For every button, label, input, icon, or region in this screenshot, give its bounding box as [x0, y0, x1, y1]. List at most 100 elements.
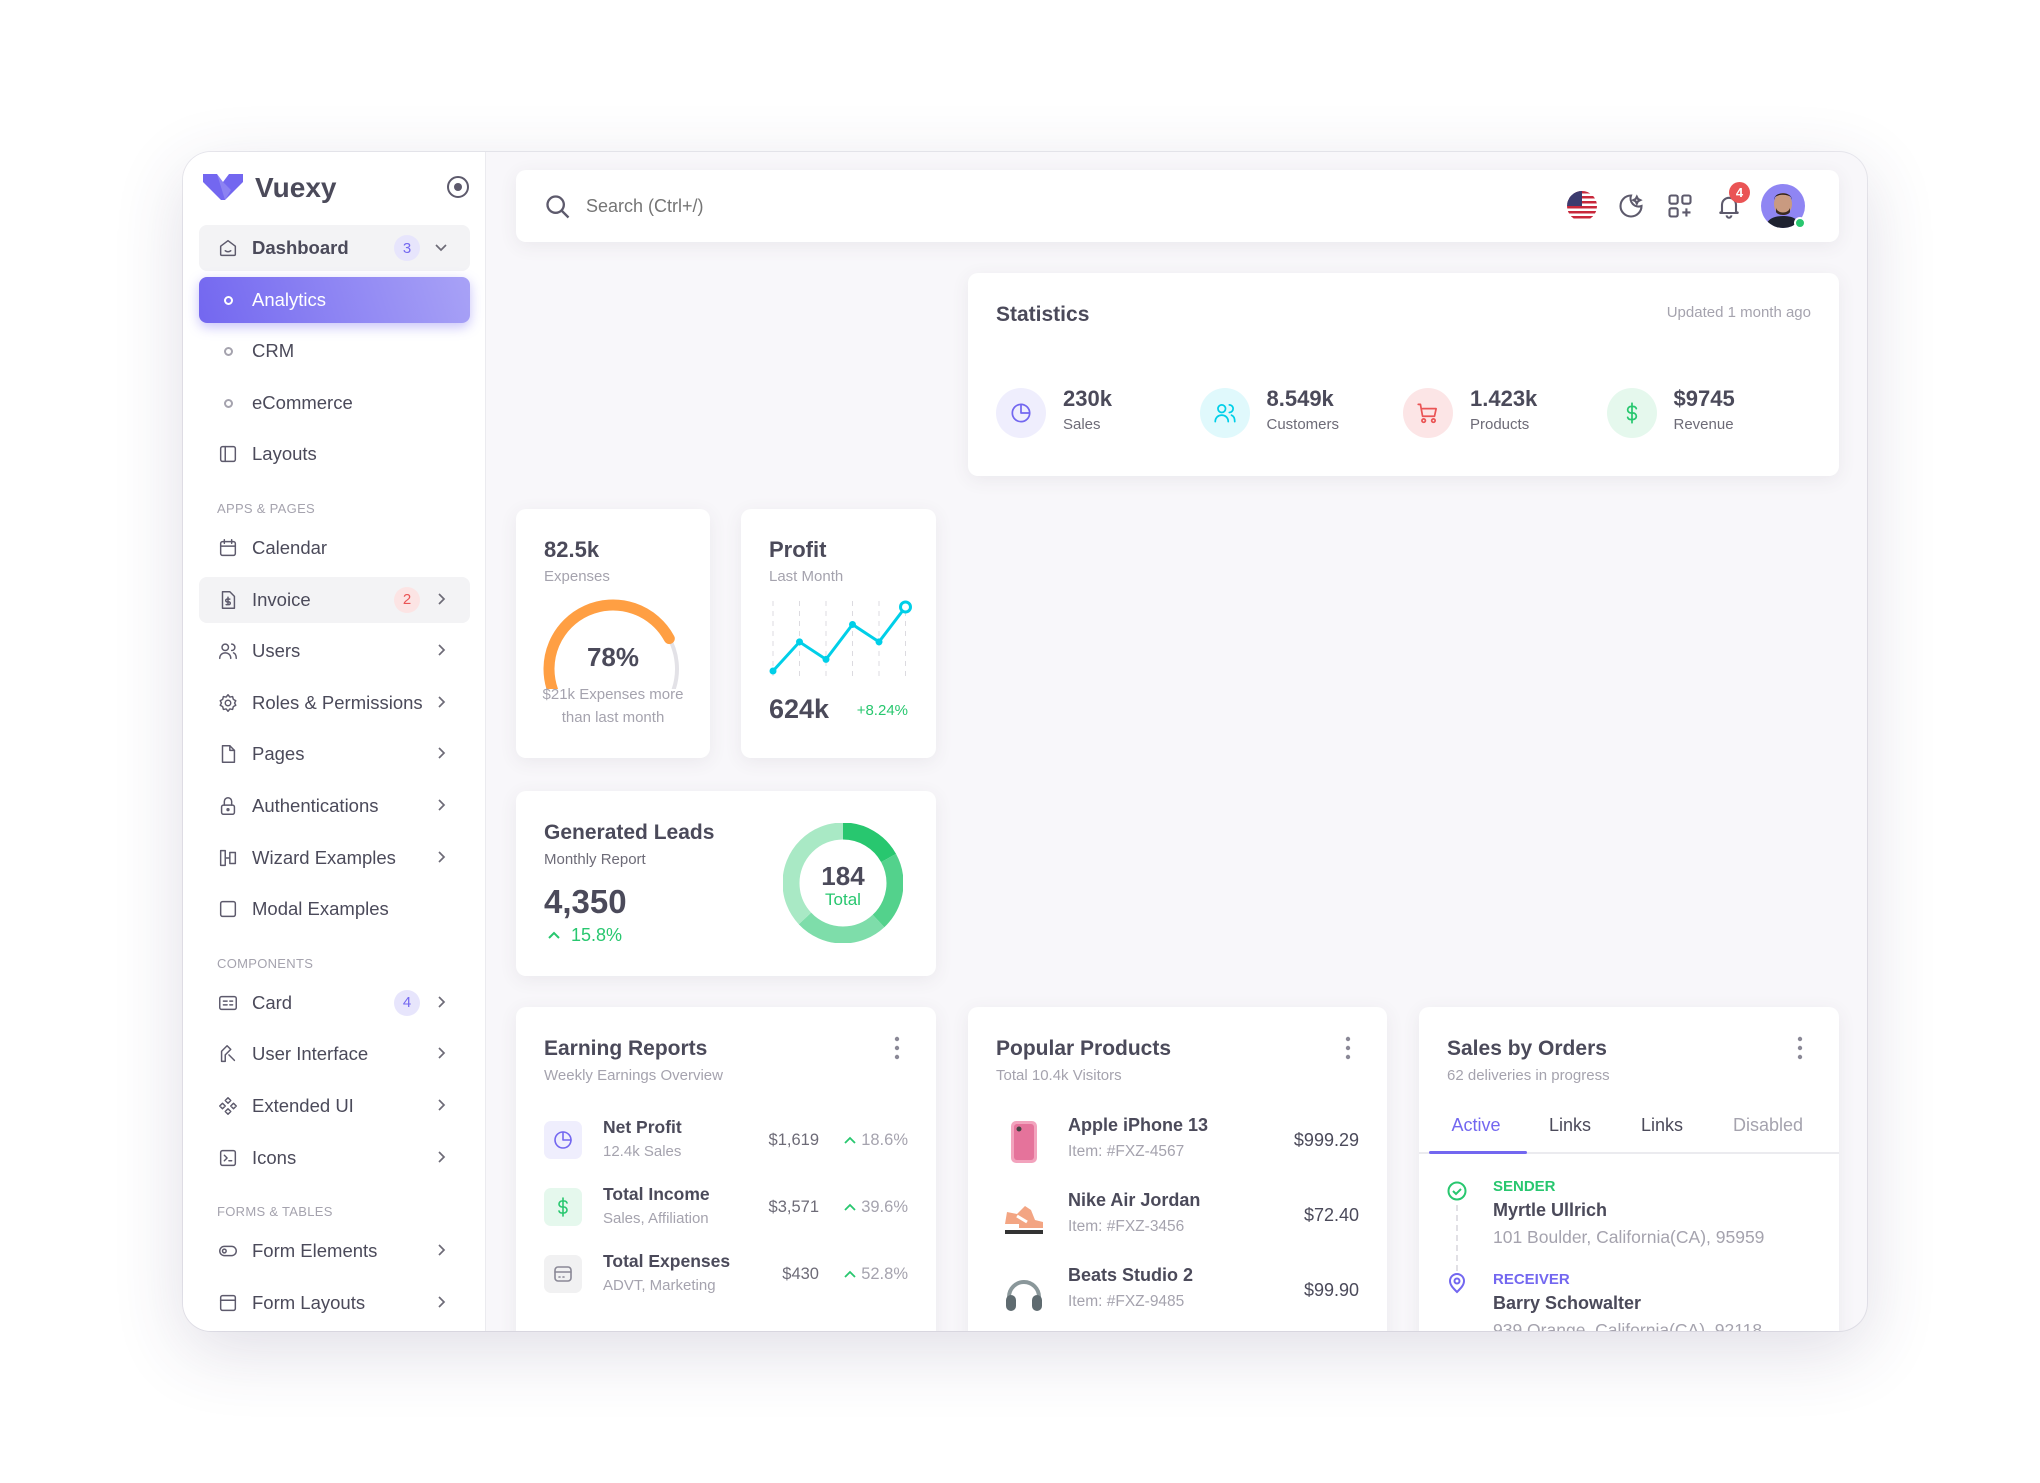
- profit-line-chart: [769, 600, 912, 677]
- stat-label: Products: [1470, 416, 1530, 433]
- sidebar-nav: Dashboard 3 Analytics CRM eCommerce Layouts AP…: [199, 225, 470, 1331]
- count-badge: 3: [394, 235, 420, 261]
- home-icon: [219, 239, 237, 257]
- earning-row-change: 52.8%: [861, 1265, 908, 1283]
- sidebar-item-wizard-examples[interactable]: Wizard Examples: [199, 835, 470, 881]
- sidebar-item-dashboard[interactable]: Dashboard 3: [199, 225, 470, 271]
- sidebar-item-pages[interactable]: Pages: [199, 731, 470, 777]
- moon-stars-icon[interactable]: [1617, 192, 1645, 220]
- us-flag-icon[interactable]: [1566, 190, 1598, 222]
- receiver-name: Barry Schowalter: [1493, 1293, 1642, 1313]
- sidebar-item-modal-examples[interactable]: Modal Examples: [199, 886, 470, 932]
- sidebar-item-label: Modal Examples: [252, 898, 389, 920]
- sidebar-pin-toggle-icon[interactable]: [447, 176, 469, 198]
- expenses-gauge: [543, 599, 679, 689]
- sidebar-item-invoice[interactable]: Invoice 2: [199, 576, 470, 623]
- tab-links-1[interactable]: Links: [1548, 1115, 1592, 1135]
- chevron-right-icon: [438, 1047, 446, 1059]
- stat-value: $9745: [1673, 386, 1735, 411]
- profit-point: [849, 620, 856, 628]
- vuexy-logo[interactable]: [203, 172, 243, 202]
- sidebar-item-user-interface[interactable]: User Interface: [199, 1031, 470, 1077]
- users-icon: [1213, 404, 1236, 423]
- stat-label: Revenue: [1673, 416, 1734, 433]
- sidebar-item-form-elements[interactable]: Form Elements: [199, 1228, 470, 1274]
- product-row[interactable]: Beats Studio 2 Item: #FXZ-9485 $99.90: [968, 1265, 1387, 1321]
- search-icon[interactable]: [544, 193, 572, 221]
- toggle-icon: [219, 1245, 237, 1257]
- expenses-value: 82.5k: [544, 537, 600, 562]
- shortcuts-grid-icon[interactable]: [1666, 192, 1694, 220]
- more-options-icon[interactable]: [894, 1036, 900, 1060]
- product-row[interactable]: Nike Air Jordan Item: #FXZ-3456 $72.40: [968, 1190, 1387, 1246]
- terminal-icon: [219, 1149, 237, 1166]
- donut-segment: [783, 823, 903, 943]
- profit-value: 624k: [769, 694, 830, 724]
- profit-line: [771, 606, 907, 673]
- sidebar-item-extended-ui[interactable]: Extended UI: [199, 1083, 470, 1129]
- count-badge: 4: [394, 989, 420, 1016]
- chevron-right-icon: [438, 1296, 446, 1308]
- tab-links-2[interactable]: Links: [1640, 1115, 1684, 1135]
- leads-title: Generated Leads: [544, 821, 715, 844]
- orders-title: Sales by Orders: [1447, 1037, 1607, 1060]
- calendar-icon: [219, 538, 237, 557]
- avatar-portrait-icon: [1765, 193, 1801, 228]
- sidebar-item-label: Invoice: [252, 588, 311, 610]
- sender-address: 101 Boulder, California(CA), 95959: [1493, 1227, 1765, 1247]
- sidebar-item-ecommerce[interactable]: eCommerce: [199, 380, 470, 426]
- components-icon: [219, 1096, 237, 1115]
- sidebar-item-users[interactable]: Users: [199, 628, 470, 674]
- pie-chart-icon: [554, 1131, 572, 1149]
- product-name: Apple iPhone 13: [1068, 1115, 1209, 1135]
- sidebar-item-label: Users: [252, 640, 301, 662]
- earning-row-change: 39.6%: [861, 1198, 908, 1216]
- timeline-connector: [1456, 1205, 1458, 1271]
- sidebar-item-card[interactable]: Card 4: [199, 980, 470, 1026]
- profit-card: Profit Last Month 624k +8.24%: [741, 509, 936, 758]
- square-icon: [219, 901, 237, 918]
- sidebar-item-authentications[interactable]: Authentications: [199, 783, 470, 829]
- profit-point: [899, 600, 912, 614]
- count-badge: 2: [394, 586, 420, 613]
- profit-point: [796, 638, 803, 646]
- sidebar-item-roles-permissions[interactable]: Roles & Permissions: [199, 680, 470, 726]
- earning-row-change: 18.6%: [861, 1131, 908, 1149]
- circle-bullet-icon: [224, 347, 233, 357]
- more-options-icon[interactable]: [1797, 1036, 1803, 1060]
- product-row[interactable]: Apple iPhone 13 Item: #FXZ-4567 $999.29: [968, 1115, 1387, 1171]
- chevron-right-icon: [438, 850, 446, 863]
- earning-row-sub: ADVT, Marketing: [603, 1277, 716, 1294]
- sidebar-item-analytics[interactable]: Analytics: [199, 276, 470, 323]
- chevron-right-icon: [438, 592, 446, 605]
- tab-active[interactable]: Active: [1451, 1115, 1501, 1135]
- section-header: COMPONENTS: [217, 955, 314, 971]
- earning-title: Earning Reports: [544, 1037, 708, 1060]
- sidebar-item-layouts[interactable]: Layouts: [199, 431, 470, 477]
- shopping-cart-icon: [1417, 403, 1437, 424]
- stat-value: 8.549k: [1266, 386, 1334, 411]
- sidebar-item-label: Icons: [252, 1146, 297, 1168]
- stat-value: 1.423k: [1470, 386, 1538, 411]
- profit-subtitle: Last Month: [769, 568, 844, 585]
- chevron-up-icon: [844, 1136, 856, 1144]
- popular-subtitle: Total 10.4k Visitors: [996, 1067, 1122, 1084]
- leads-donut-chart: [783, 823, 903, 943]
- section-header: FORMS & TABLES: [217, 1204, 333, 1220]
- expenses-note-line1: $21k Expenses more: [542, 686, 684, 703]
- section-header: APPS & PAGES: [217, 500, 316, 516]
- sidebar-item-label: Form Layouts: [252, 1291, 366, 1313]
- chevron-right-icon: [438, 1099, 446, 1111]
- lock-icon: [220, 796, 236, 815]
- sidebar-item-crm[interactable]: CRM: [199, 328, 470, 374]
- earning-reports-card: Earning Reports Weekly Earnings Overview…: [516, 1007, 936, 1331]
- search-input[interactable]: [586, 190, 1186, 222]
- more-options-icon[interactable]: [1345, 1036, 1351, 1060]
- sidebar-item-label: Roles & Permissions: [252, 691, 423, 713]
- sidebar-item-calendar[interactable]: Calendar: [199, 525, 470, 571]
- statistics-updated: Updated 1 month ago: [1666, 304, 1811, 321]
- sidebar-item-form-layouts[interactable]: Form Layouts: [199, 1280, 470, 1326]
- sidebar-item-icons[interactable]: Icons: [199, 1135, 470, 1181]
- chevron-right-icon: [438, 1150, 446, 1163]
- stat-products: 1.423k Products: [1403, 386, 1593, 440]
